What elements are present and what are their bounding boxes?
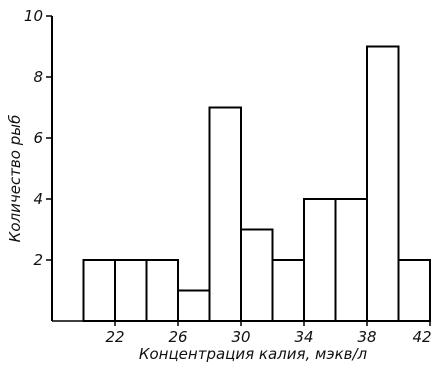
histogram-bar-6 bbox=[240, 228, 274, 322]
bars-layer bbox=[82, 45, 431, 322]
histogram-bar-8 bbox=[303, 198, 337, 322]
x-tick-label-2: 26 bbox=[168, 328, 187, 346]
histogram-bar-2 bbox=[114, 259, 148, 322]
histogram-bar-9 bbox=[334, 198, 368, 322]
histogram-bar-5 bbox=[208, 106, 242, 322]
y-tick-label-4: 8 bbox=[33, 68, 43, 86]
y-tick-label-1: 2 bbox=[33, 251, 43, 269]
histogram-bar-1 bbox=[82, 259, 116, 322]
y-tick-label-5: 10 bbox=[24, 7, 43, 25]
histogram-bar-3 bbox=[145, 259, 179, 322]
x-axis-title: Концентрация калия, мэкв/л bbox=[139, 345, 368, 363]
x-tick-label-5: 38 bbox=[357, 328, 376, 346]
x-tick-label-1: 22 bbox=[105, 328, 124, 346]
y-tick-label-2: 4 bbox=[33, 190, 43, 208]
x-tick-label-3: 30 bbox=[231, 328, 250, 346]
x-tick-label-6: 42 bbox=[412, 328, 431, 346]
x-tick-label-4: 34 bbox=[294, 328, 313, 346]
y-tick-label-3: 6 bbox=[33, 129, 43, 147]
histogram-bar-10 bbox=[366, 45, 400, 322]
histogram-bar-7 bbox=[271, 259, 305, 322]
ticks-layer: 2 4 6 8 10 22 26 30 34 38 42 bbox=[24, 7, 432, 346]
histogram-bar-4 bbox=[177, 289, 211, 322]
histogram-bar-11 bbox=[397, 259, 431, 322]
y-axis-title: Количество рыб bbox=[6, 115, 24, 243]
